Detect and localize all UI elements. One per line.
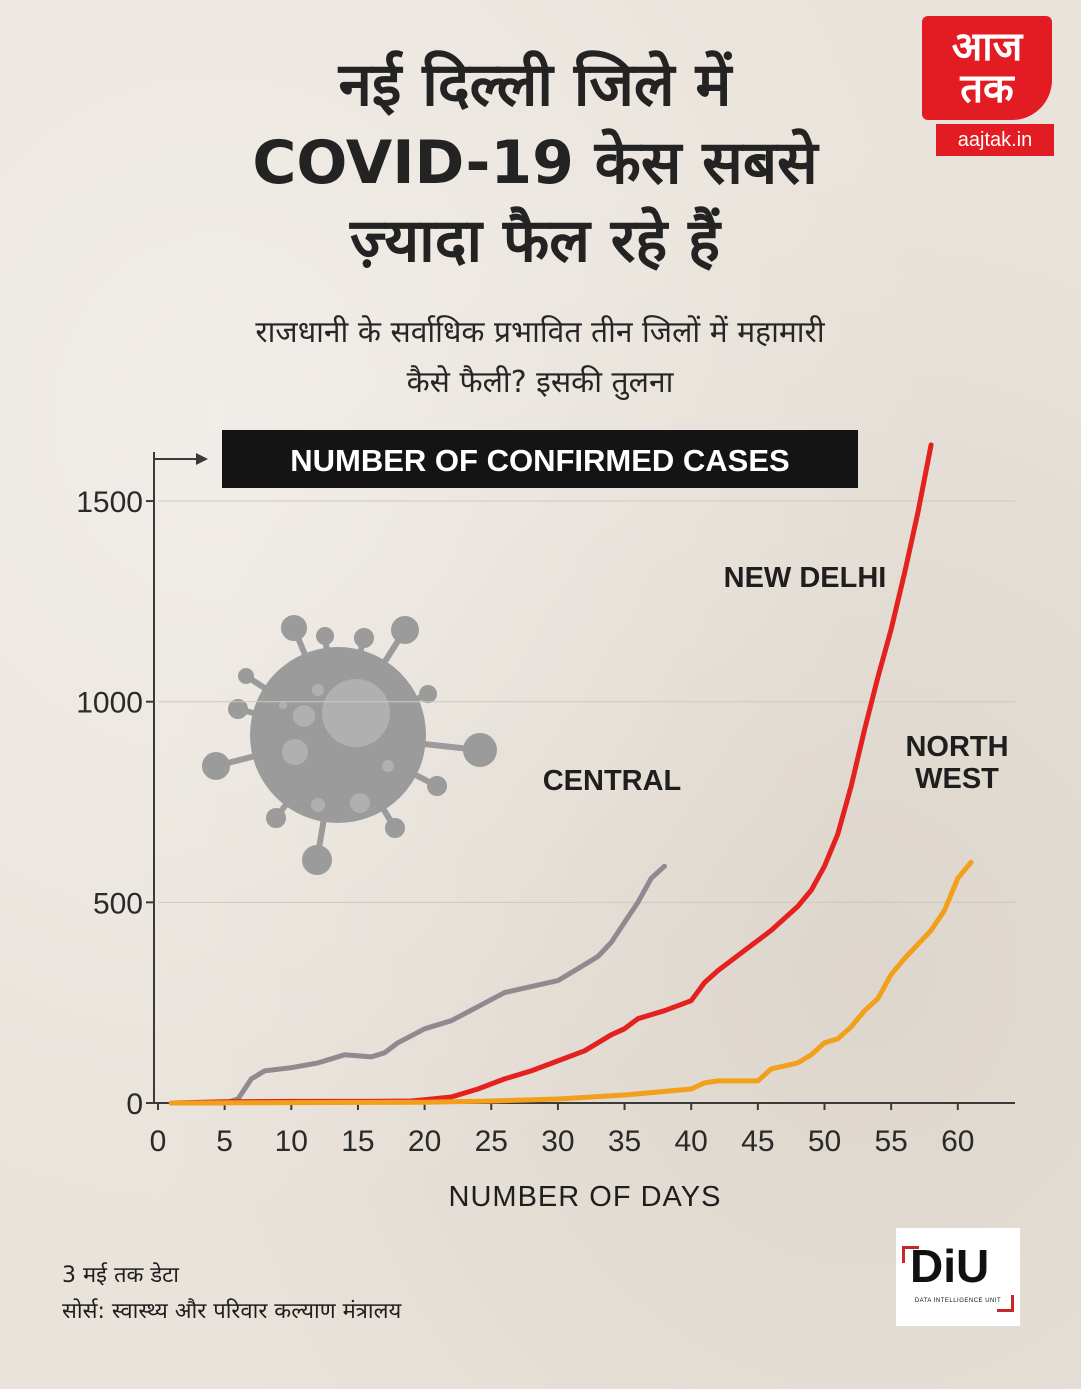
logo-mark-line-1: आज [951,24,1023,70]
x-tick-label: 0 [150,1125,167,1158]
series-label-new-delhi: NEW DELHI [724,562,887,594]
x-tick-label: 45 [741,1125,774,1158]
chart-title-box: NUMBER OF CONFIRMED CASES [222,430,858,488]
virus-icon [202,615,497,875]
title-line-1: नई दिल्ली जिले में [338,50,732,120]
series-label-north-west-line1: NORTH [905,731,1008,763]
x-tick-label: 10 [275,1125,308,1158]
x-tick-label: 5 [216,1125,233,1158]
title-line-3: ज़्यादा फैल रहे हैं [350,206,720,276]
x-axis-label: NUMBER OF DAYS [449,1181,722,1213]
logo-mark-line-2: तक [960,66,1014,112]
data-source: सोर्स: स्वास्थ्य और परिवार कल्याण मंत्रा… [62,1299,402,1324]
subtitle-line-1: राजधानी के सर्वाधिक प्रभावित तीन जिलों म… [255,315,825,350]
series-label-north-west-line2: WEST [915,763,999,795]
y-tick-label: 0 [126,1088,143,1121]
y-tick-label: 500 [93,887,143,920]
x-tick-label: 40 [675,1125,708,1158]
x-tick-label: 35 [608,1125,641,1158]
chart-title: NUMBER OF CONFIRMED CASES [290,443,789,478]
y-axis-arrow-icon [154,453,208,465]
series-label-central: CENTRAL [543,765,682,797]
data-date-note: 3 मई तक डेटा [62,1263,179,1288]
y-tick-label: 1500 [76,486,143,519]
diu-caption: DATA INTELLIGENCE UNIT [914,1298,1002,1304]
aajtak-logo-mark: आज तक [922,16,1052,120]
footnote: 3 मई तक डेटा सोर्स: स्वास्थ्य और परिवार … [62,1258,401,1330]
diu-mark: DiU [910,1240,990,1292]
x-tick-label: 55 [874,1125,907,1158]
aajtak-logo: आज तक aajtak.in [916,14,1058,156]
x-tick-label: 20 [408,1125,441,1158]
x-tick-label: 15 [341,1125,374,1158]
diu-logo: DiU DATA INTELLIGENCE UNIT [896,1228,1020,1326]
page-subtitle: राजधानी के सर्वाधिक प्रभावित तीन जिलों म… [100,308,980,408]
subtitle-line-2: कैसे फैली? इसकी तुलना [406,365,674,400]
y-tick-label: 1000 [76,687,143,720]
page-title: नई दिल्ली जिले में COVID-19 केस सबसे ज़्… [150,46,920,280]
aajtak-site-label: aajtak.in [936,124,1054,156]
diu-corner-bottom-right [997,1295,1014,1312]
series-line-new-delhi [168,442,934,1106]
x-tick-label: 30 [541,1125,574,1158]
x-tick-label: 60 [941,1125,974,1158]
x-tick-label: 25 [475,1125,508,1158]
series-line-central [168,863,667,1106]
x-tick-label: 50 [808,1125,841,1158]
diu-corner-top-left [902,1246,919,1263]
series-line-north-west [168,859,974,1106]
title-line-2: COVID-19 केस सबसे [252,128,818,198]
